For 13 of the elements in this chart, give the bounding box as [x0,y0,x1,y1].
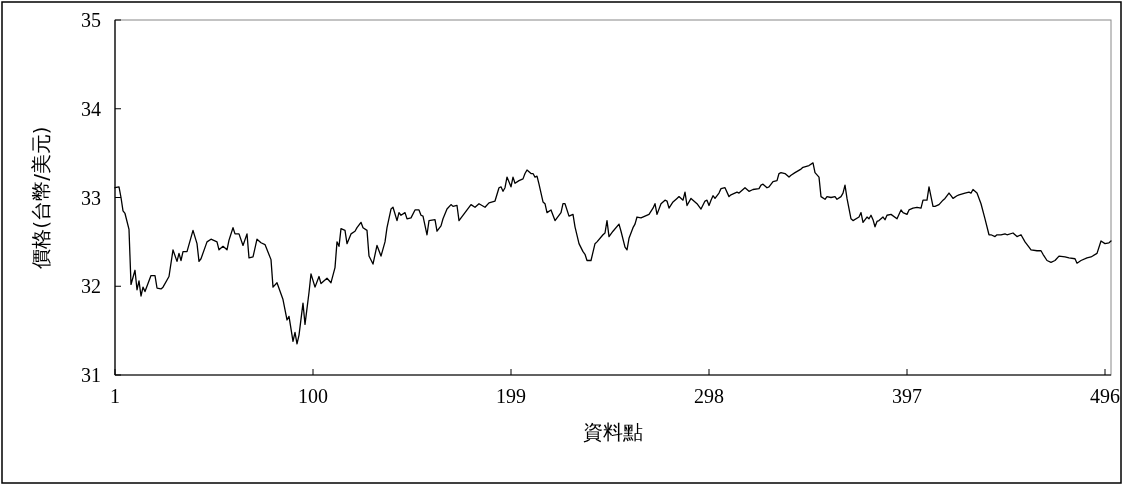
x-tick-label: 199 [496,385,526,407]
y-tick-label: 34 [81,97,101,120]
x-tick-label: 397 [892,385,922,407]
y-axis-title: 價格(台幣/美元) [29,126,53,269]
x-tick-label: 100 [298,385,328,407]
y-tick-label: 35 [81,9,101,31]
x-tick-label: 496 [1090,385,1120,407]
x-tick-label: 298 [694,385,724,407]
y-tick-label: 33 [81,186,101,209]
x-axis-title: 資料點 [583,420,643,444]
y-tick-label: 32 [81,275,101,298]
x-tick-label: 1 [110,385,120,407]
y-tick-label: 31 [81,364,101,386]
